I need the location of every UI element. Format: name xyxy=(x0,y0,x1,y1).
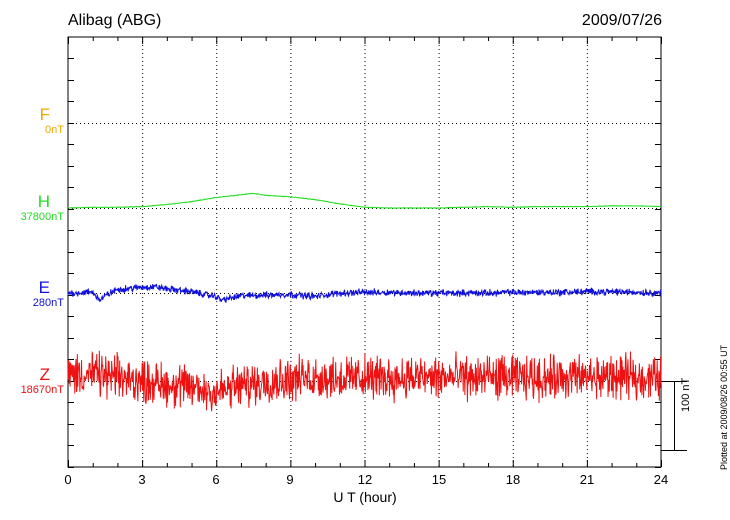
plotted-timestamp: Plotted at 2009/08/26 00:55 UT xyxy=(719,344,729,470)
series-line-h xyxy=(67,192,662,210)
grid-lines xyxy=(68,37,661,467)
x-axis-label-text: U T (hour) xyxy=(333,489,397,505)
series-name-z: Z xyxy=(39,365,50,384)
x-tick-label: 0 xyxy=(64,472,72,487)
x-tick-label: 18 xyxy=(505,472,521,487)
component-label-z: Z 18670nT xyxy=(4,366,64,397)
date-label: 2009/07/26 xyxy=(581,12,662,29)
series-name-f: F xyxy=(39,105,50,124)
scale-bar-label: 100 nT xyxy=(680,377,692,412)
series-baseline-f: 0nT xyxy=(45,124,64,136)
x-tick-label: 9 xyxy=(286,472,294,487)
x-tick-label: 6 xyxy=(212,472,220,487)
series-line-e xyxy=(67,283,662,303)
series-name-e: E xyxy=(38,278,50,297)
x-tick-label: 15 xyxy=(431,472,447,487)
component-label-e: E 280nT xyxy=(4,279,64,310)
series-line-z xyxy=(67,350,662,412)
series-baseline-z: 18670nT xyxy=(20,384,64,396)
series-baseline-e: 280nT xyxy=(32,297,64,309)
trace-group xyxy=(67,192,662,412)
component-label-h: H 37800nT xyxy=(4,193,64,224)
series-name-h: H xyxy=(37,192,50,211)
x-tick-label: 12 xyxy=(357,472,373,487)
component-label-f: F 0nT xyxy=(4,106,64,137)
x-tick-label: 21 xyxy=(579,472,595,487)
x-tick-label: 24 xyxy=(653,472,669,487)
scale-bar xyxy=(661,381,687,451)
station-title: Alibag (ABG) xyxy=(68,12,162,29)
series-baseline-h: 37800nT xyxy=(20,211,64,223)
x-axis-label: U T (hour) xyxy=(0,489,730,505)
x-tick-label: 3 xyxy=(138,472,146,487)
